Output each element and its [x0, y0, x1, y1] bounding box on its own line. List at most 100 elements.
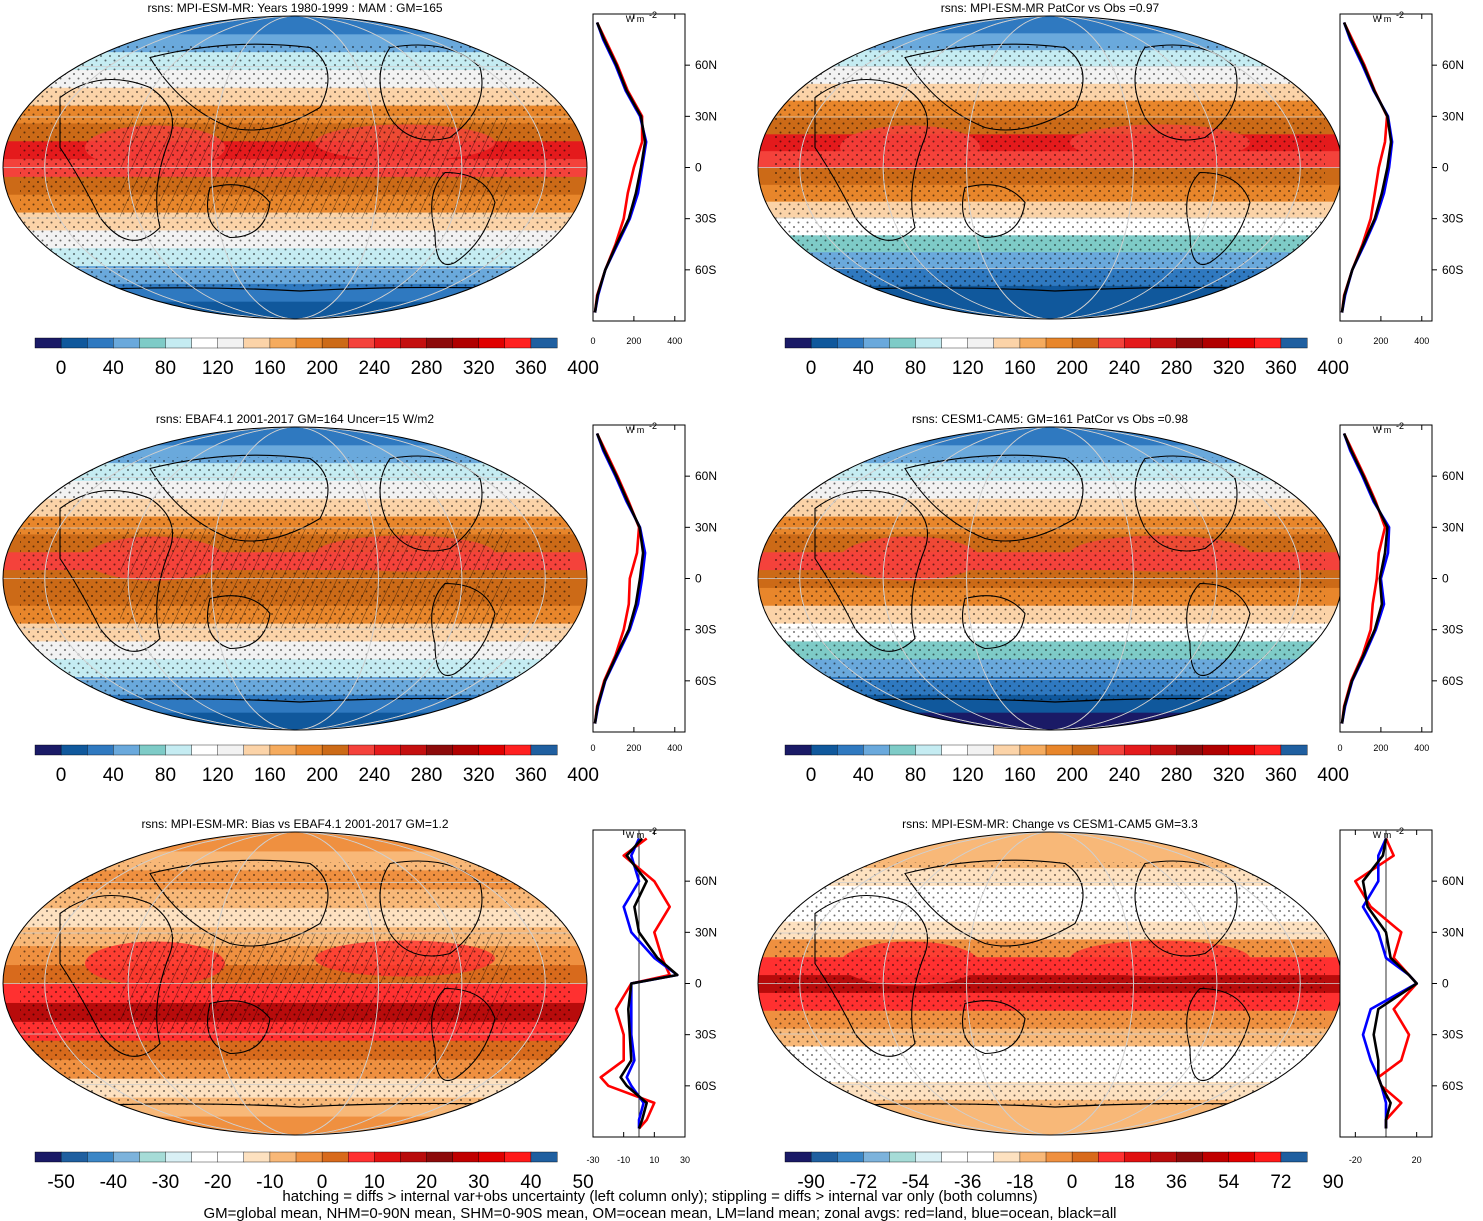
colorbar-swatch — [993, 744, 1021, 756]
zonal-line-land — [1354, 837, 1418, 1129]
zonal-mean-plot: W m -2 60N 30N 0 30S 60S -20 20 — [1339, 826, 1464, 1165]
lat-tick-label: 60S — [695, 263, 716, 277]
map-border — [2, 15, 588, 320]
graticule-lon — [882, 427, 1218, 730]
colorbar-label: 400 — [1317, 765, 1349, 786]
colorbar: -90 -72 -54 -36 -18 0 18 36 54 72 90 — [784, 1151, 1344, 1193]
colorbar-swatch — [165, 337, 193, 349]
colorbar-label: 360 — [1265, 358, 1297, 379]
footer-line-1: hatching = diffs > internal var+obs unce… — [282, 1188, 1037, 1205]
zonal-unit-exponent: -2 — [1396, 421, 1404, 431]
colorbar-swatch — [915, 337, 943, 349]
colorbar-label: -30 — [152, 1172, 179, 1193]
colorbar-label: 10 — [364, 1172, 385, 1193]
colorbar-label: 40 — [520, 1172, 541, 1193]
zonal-unit-exponent: -2 — [1396, 826, 1404, 836]
colorbar-label: 50 — [573, 1172, 594, 1193]
colorbar-label: 80 — [155, 358, 176, 379]
colorbar-swatch — [34, 1151, 62, 1163]
colorbar-swatch — [60, 337, 88, 349]
zonal-unit-exponent: -2 — [649, 826, 657, 836]
zonal-unit-exponent: -2 — [1396, 10, 1404, 20]
colorbar-label: 320 — [463, 765, 495, 786]
map-border — [2, 831, 588, 1136]
map-border — [2, 426, 588, 731]
colorbar-swatch — [86, 744, 114, 756]
colorbar-swatch — [1228, 1151, 1256, 1163]
x-tick-label: 400 — [1414, 743, 1429, 753]
map-band — [758, 427, 1342, 446]
colorbar-swatch — [139, 337, 166, 349]
colorbar-swatch — [941, 337, 969, 349]
colorbar-label: 80 — [905, 358, 926, 379]
colorbar-swatch — [1124, 337, 1151, 349]
colorbar-swatch — [1176, 744, 1204, 756]
colorbar-swatch — [504, 744, 532, 756]
x-tick-label: -20 — [1349, 1155, 1362, 1165]
x-tick-label: 0 — [1337, 743, 1342, 753]
colorbar-swatch — [1280, 337, 1308, 349]
graticule-lon — [127, 832, 463, 1135]
colorbar: 0 40 80 120 160 200 240 280 320 360 400 — [784, 337, 1349, 379]
colorbar-swatch — [810, 1151, 838, 1163]
map-band — [3, 1116, 587, 1135]
colorbar-swatch — [784, 744, 812, 756]
colorbar-swatch — [1202, 337, 1230, 349]
colorbar: 0 40 80 120 160 200 240 280 320 360 400 — [34, 744, 599, 786]
colorbar-swatch — [530, 1151, 558, 1163]
colorbar-swatch — [452, 744, 480, 756]
colorbar-label: 18 — [1114, 1172, 1135, 1193]
colorbar-swatch — [915, 744, 943, 756]
colorbar-label: 0 — [56, 765, 67, 786]
graticule-lon — [799, 16, 1301, 319]
colorbar-label: 30 — [468, 1172, 489, 1193]
colorbar: 0 40 80 120 160 200 240 280 320 360 400 — [784, 744, 1349, 786]
colorbar-swatch — [191, 744, 219, 756]
colorbar-label: 240 — [358, 765, 390, 786]
map-band — [3, 301, 587, 319]
colorbar-swatch — [889, 337, 917, 349]
colorbar-label: 90 — [1323, 1172, 1344, 1193]
colorbar-swatch — [967, 744, 995, 756]
colorbar-swatch — [86, 337, 114, 349]
colorbar: 0 40 80 120 160 200 240 280 320 360 400 — [34, 337, 599, 379]
x-tick-label: 0 — [1337, 336, 1342, 346]
lat-tick-label: 0 — [1442, 572, 1449, 586]
map — [758, 427, 1342, 730]
colorbar-swatch — [452, 337, 480, 349]
graticule-lon — [799, 427, 1301, 730]
colorbar-swatch — [452, 1151, 480, 1163]
colorbar-swatch — [191, 337, 219, 349]
colorbar-label: 400 — [567, 765, 599, 786]
graticule-lon — [127, 427, 463, 730]
colorbar-label: 0 — [317, 1172, 328, 1193]
colorbar-swatch — [243, 744, 271, 756]
graticule-lon — [211, 427, 379, 730]
colorbar-swatch — [374, 1151, 401, 1163]
colorbar-swatch — [1202, 1151, 1230, 1163]
lat-tick-label: 60N — [695, 469, 717, 483]
colorbar-label: 40 — [103, 765, 124, 786]
graticule-lon — [44, 832, 546, 1135]
colorbar-label: 120 — [952, 765, 984, 786]
colorbar-swatch — [60, 1151, 88, 1163]
zonal-line-all — [593, 433, 645, 724]
panel-title: rsns: CESM1-CAM5: GM=161 PatCor vs Obs =… — [912, 412, 1188, 426]
colorbar-swatch — [348, 1151, 375, 1163]
colorbar-swatch — [941, 744, 969, 756]
colorbar-swatch — [530, 744, 558, 756]
colorbar-label: 0 — [56, 358, 67, 379]
colorbar-swatch — [269, 337, 297, 349]
colorbar-label: 200 — [1056, 358, 1088, 379]
x-tick-label: 0 — [590, 743, 595, 753]
colorbar-swatch — [374, 337, 401, 349]
graticule-lon — [799, 832, 1301, 1135]
panel-title: rsns: MPI-ESM-MR: Bias vs EBAF4.1 2001-2… — [141, 817, 448, 831]
map-band — [758, 1117, 1342, 1135]
map — [3, 16, 587, 319]
zonal-unit: W m — [626, 425, 645, 435]
colorbar-swatch — [113, 337, 140, 349]
x-tick-label: 30 — [680, 1155, 690, 1165]
lat-tick-label: 30S — [695, 212, 716, 226]
map — [758, 832, 1342, 1135]
